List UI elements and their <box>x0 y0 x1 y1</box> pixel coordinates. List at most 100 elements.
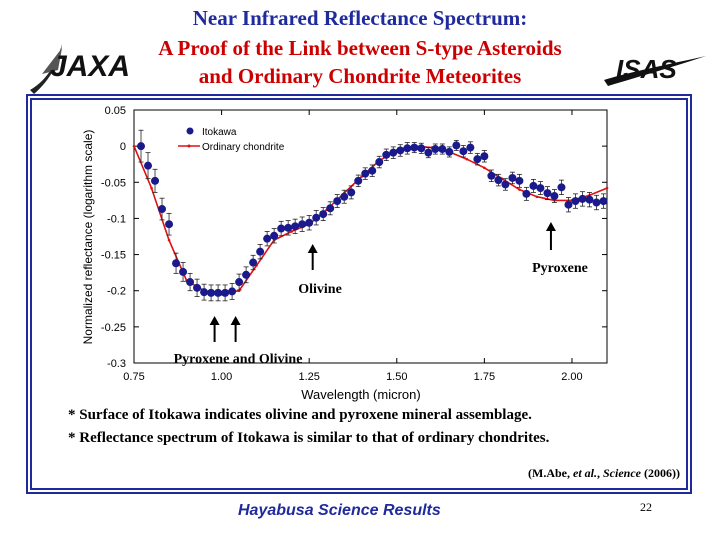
itokawa-point <box>137 142 146 151</box>
chondrite-point <box>518 188 521 191</box>
itokawa-point <box>200 288 209 297</box>
annotation-pyroxene: Pyroxene <box>532 261 588 276</box>
itokawa-point <box>270 231 279 240</box>
itokawa-point <box>326 204 335 213</box>
legend-chondrite-label: Ordinary chondrite <box>202 142 285 153</box>
itokawa-point <box>340 192 349 201</box>
page-number: 22 <box>640 500 652 514</box>
itokawa-point <box>550 192 559 201</box>
x-tick-label: 2.00 <box>561 371 582 383</box>
itokawa-point <box>508 173 517 182</box>
legend-box <box>174 121 322 155</box>
itokawa-point <box>249 258 258 267</box>
itokawa-point <box>214 288 223 297</box>
slide-title-line2: A Proof of the Link between S-type Aster… <box>158 36 562 60</box>
itokawa-point <box>396 146 405 155</box>
x-axis-label: Wavelength (micron) <box>301 387 420 402</box>
citation-year: (2006)) <box>641 466 680 480</box>
chondrite-point <box>167 238 171 242</box>
itokawa-point <box>256 247 265 256</box>
content-frame-inner <box>30 98 688 490</box>
itokawa-point <box>263 234 272 243</box>
x-tick-label: 0.75 <box>123 371 144 383</box>
jaxa-logo: JAXA <box>30 44 128 94</box>
annotation-pyroxene-olivine: Pyroxene and Olivine <box>174 352 303 367</box>
itokawa-point <box>354 176 363 185</box>
note-mineral-assemblage: * Surface of Itokawa indicates olivine a… <box>68 407 532 423</box>
itokawa-point <box>459 147 468 156</box>
chondrite-point <box>483 166 486 170</box>
itokawa-point <box>564 200 573 209</box>
y-tick-label: -0.05 <box>101 177 126 189</box>
chondrite-point <box>535 195 539 199</box>
content-frame-outer <box>26 94 692 494</box>
itokawa-point <box>438 145 447 154</box>
chondrite-point <box>605 186 609 190</box>
slide-title-line1: Near Infrared Reflectance Spectrum: <box>192 6 528 30</box>
legend-chondrite-marker <box>187 144 191 148</box>
itokawa-point <box>347 188 356 197</box>
itokawa-point <box>235 278 244 287</box>
isas-logo-text: ISAS <box>616 54 677 84</box>
chondrite-point <box>132 144 136 148</box>
footer-title: Hayabusa Science Results <box>238 502 441 519</box>
slide-title-line3: and Ordinary Chondrite Meteorites <box>198 64 522 88</box>
itokawa-point <box>186 278 195 287</box>
itokawa-point <box>599 197 608 206</box>
itokawa-point <box>158 205 167 214</box>
itokawa-point <box>382 150 391 159</box>
itokawa-point <box>291 222 300 231</box>
annotation-olivine: Olivine <box>298 282 342 297</box>
itokawa-point <box>543 189 552 198</box>
itokawa-point <box>228 287 237 296</box>
x-tick-label: 1.75 <box>474 371 495 383</box>
itokawa-point <box>298 220 307 229</box>
itokawa-point <box>536 184 545 193</box>
y-tick-label: -0.1 <box>107 213 126 225</box>
itokawa-point <box>494 176 503 185</box>
citation-journal: Science <box>603 466 641 480</box>
note-chondrite-similarity: * Reflectance spectrum of Itokawa is sim… <box>68 430 550 446</box>
itokawa-point <box>571 197 580 206</box>
itokawa-point <box>333 197 342 206</box>
itokawa-point <box>515 176 524 185</box>
itokawa-point <box>151 176 160 185</box>
itokawa-point <box>529 181 538 190</box>
itokawa-point <box>284 223 293 232</box>
itokawa-point <box>144 161 153 170</box>
x-tick-label: 1.00 <box>211 371 232 383</box>
y-tick-label: -0.2 <box>107 286 126 298</box>
chondrite-point <box>290 230 293 233</box>
x-tick-label: 1.25 <box>298 371 319 383</box>
itokawa-point <box>501 180 510 189</box>
itokawa-point <box>305 218 314 227</box>
itokawa-point <box>592 198 601 207</box>
y-tick-label: -0.25 <box>101 322 126 334</box>
annotation-arrow-head <box>209 316 220 325</box>
itokawa-point <box>466 143 475 152</box>
y-tick-label: -0.3 <box>107 358 126 370</box>
itokawa-point <box>361 169 370 178</box>
itokawa-point <box>312 213 321 222</box>
chondrite-point <box>150 186 153 190</box>
itokawa-point <box>410 143 419 152</box>
annotation-arrow-head <box>230 316 241 325</box>
x-tick-label: 1.50 <box>386 371 407 383</box>
legend-itokawa-marker <box>186 127 194 135</box>
itokawa-point <box>578 194 587 203</box>
itokawa-point <box>277 224 286 233</box>
itokawa-point <box>557 183 566 192</box>
citation-prefix: (M.Abe, <box>528 466 573 480</box>
itokawa-point <box>389 148 398 157</box>
itokawa-point <box>179 267 188 276</box>
itokawa-point <box>480 152 489 161</box>
itokawa-point <box>424 148 433 157</box>
legend-itokawa-label: Itokawa <box>202 127 237 138</box>
itokawa-point <box>452 141 461 150</box>
itokawa-point <box>242 270 251 279</box>
annotation-arrow-head <box>545 222 556 231</box>
citation-separator: , <box>597 466 603 480</box>
y-axis-label: Normalized reflectance (logarithm scale) <box>81 130 95 345</box>
itokawa-point <box>368 166 377 175</box>
y-tick-label: 0.05 <box>105 105 126 117</box>
